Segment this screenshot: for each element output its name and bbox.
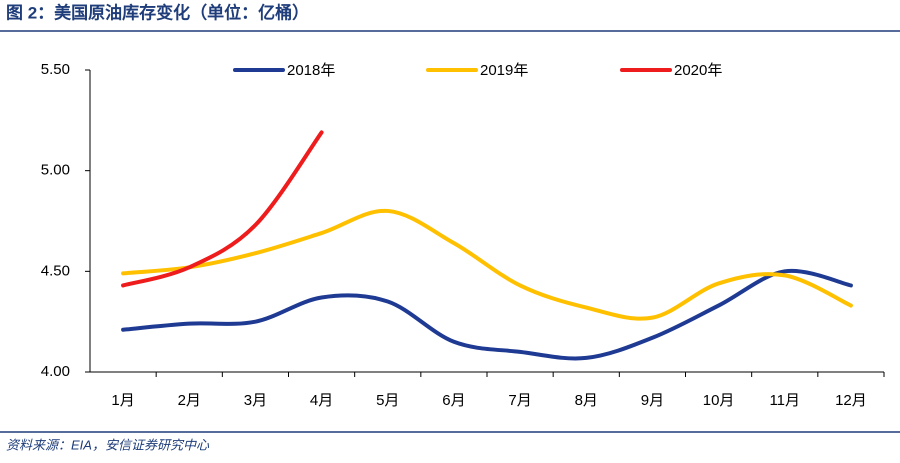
x-tick-label: 3月 [244,392,267,409]
x-tick-label: 6月 [442,392,465,409]
x-tick-label: 11月 [769,392,800,409]
y-tick-label: 4.50 [41,262,70,279]
series-line [121,208,853,321]
source: 资料来源：EIA，安信证券研究中心 [6,437,210,452]
chart-title: 图 2：美国原油库存变化（单位：亿桶） [6,2,309,22]
x-tick-label: 7月 [508,392,531,409]
legend-label: 2018年 [287,62,335,79]
legend-label: 2019年 [480,62,528,79]
legend-label: 2020年 [674,62,722,79]
x-tick-label: 1月 [111,392,134,409]
x-tick-label: 8月 [575,392,598,409]
x-tick-label: 4月 [310,392,333,409]
x-tick-label: 10月 [703,392,735,409]
series-line [121,268,853,361]
x-tick-label: 5月 [376,392,399,409]
y-tick-label: 5.50 [41,61,70,78]
y-tick-label: 5.00 [41,162,70,179]
y-tick-label: 4.00 [41,363,70,380]
x-tick-label: 2月 [178,392,201,409]
x-tick-label: 12月 [835,392,867,409]
x-tick-label: 9月 [641,392,664,409]
series-line [121,130,324,288]
